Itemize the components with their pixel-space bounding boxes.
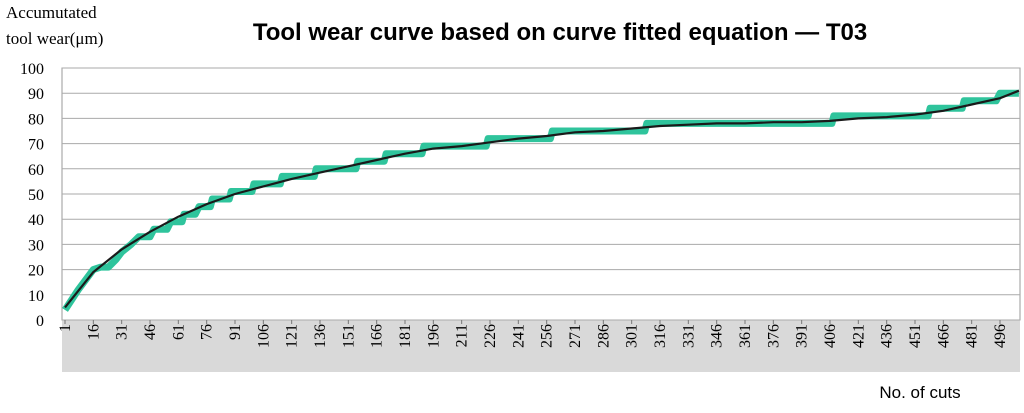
x-tick-label: 316 — [652, 324, 669, 348]
x-tick-label: 406 — [822, 324, 839, 348]
x-tick-label: 421 — [850, 324, 867, 348]
y-tick-label: 60 — [28, 162, 44, 179]
x-tick-label: 466 — [935, 324, 952, 348]
x-tick-label: 61 — [170, 324, 187, 340]
x-tick-label: 436 — [879, 324, 896, 348]
x-tick-label: 376 — [765, 324, 782, 348]
y-tick-label: 40 — [28, 212, 44, 229]
y-tick-label: 90 — [28, 86, 44, 103]
y-axis-label: Accumutated — [6, 3, 97, 22]
x-tick-label: 91 — [227, 324, 244, 340]
x-tick-label: 301 — [624, 324, 641, 348]
x-tick-label: 286 — [595, 324, 612, 348]
x-axis-label: No. of cuts — [879, 383, 960, 402]
x-tick-label: 391 — [794, 324, 811, 348]
x-tick-label: 241 — [510, 324, 527, 348]
x-tick-label: 106 — [255, 324, 272, 348]
x-tick-label: 151 — [340, 324, 357, 348]
x-tick-label: 496 — [992, 324, 1009, 348]
x-tick-label: 76 — [199, 324, 216, 340]
y-tick-label: 100 — [20, 61, 44, 78]
x-tick-label: 196 — [425, 324, 442, 348]
x-tick-label: 226 — [482, 324, 499, 348]
y-tick-label: 30 — [28, 237, 44, 254]
data-line — [64, 89, 1020, 309]
x-tick-label: 361 — [737, 324, 754, 348]
x-tick-label: 211 — [454, 324, 471, 347]
y-tick-label: 70 — [28, 137, 44, 154]
x-tick-label: 271 — [567, 324, 584, 348]
x-tick-label: 346 — [709, 324, 726, 348]
x-tick-label: 166 — [369, 324, 386, 348]
x-tick-label: 181 — [397, 324, 414, 348]
x-tick-label: 46 — [142, 324, 159, 340]
x-tick-label: 256 — [539, 324, 556, 348]
x-tick-label: 16 — [85, 324, 102, 340]
x-tick-label: 121 — [284, 324, 301, 348]
x-tick-label: 1 — [57, 324, 74, 332]
y-tick-label: 50 — [28, 187, 44, 204]
x-tick-label: 136 — [312, 324, 329, 348]
y-tick-label: 20 — [28, 263, 44, 280]
x-tick-label: 331 — [680, 324, 697, 348]
x-axis-band — [62, 320, 1020, 372]
x-tick-label: 31 — [114, 324, 131, 340]
y-tick-label: 10 — [28, 288, 44, 305]
y-axis-label: tool wear(μm) — [6, 29, 103, 48]
data-line — [62, 89, 1019, 312]
x-tick-label: 481 — [964, 324, 981, 348]
y-tick-label: 0 — [36, 313, 44, 330]
y-tick-label: 80 — [28, 111, 44, 128]
x-tick-label: 451 — [907, 324, 924, 348]
chart-title: Tool wear curve based on curve fitted eq… — [253, 19, 867, 46]
